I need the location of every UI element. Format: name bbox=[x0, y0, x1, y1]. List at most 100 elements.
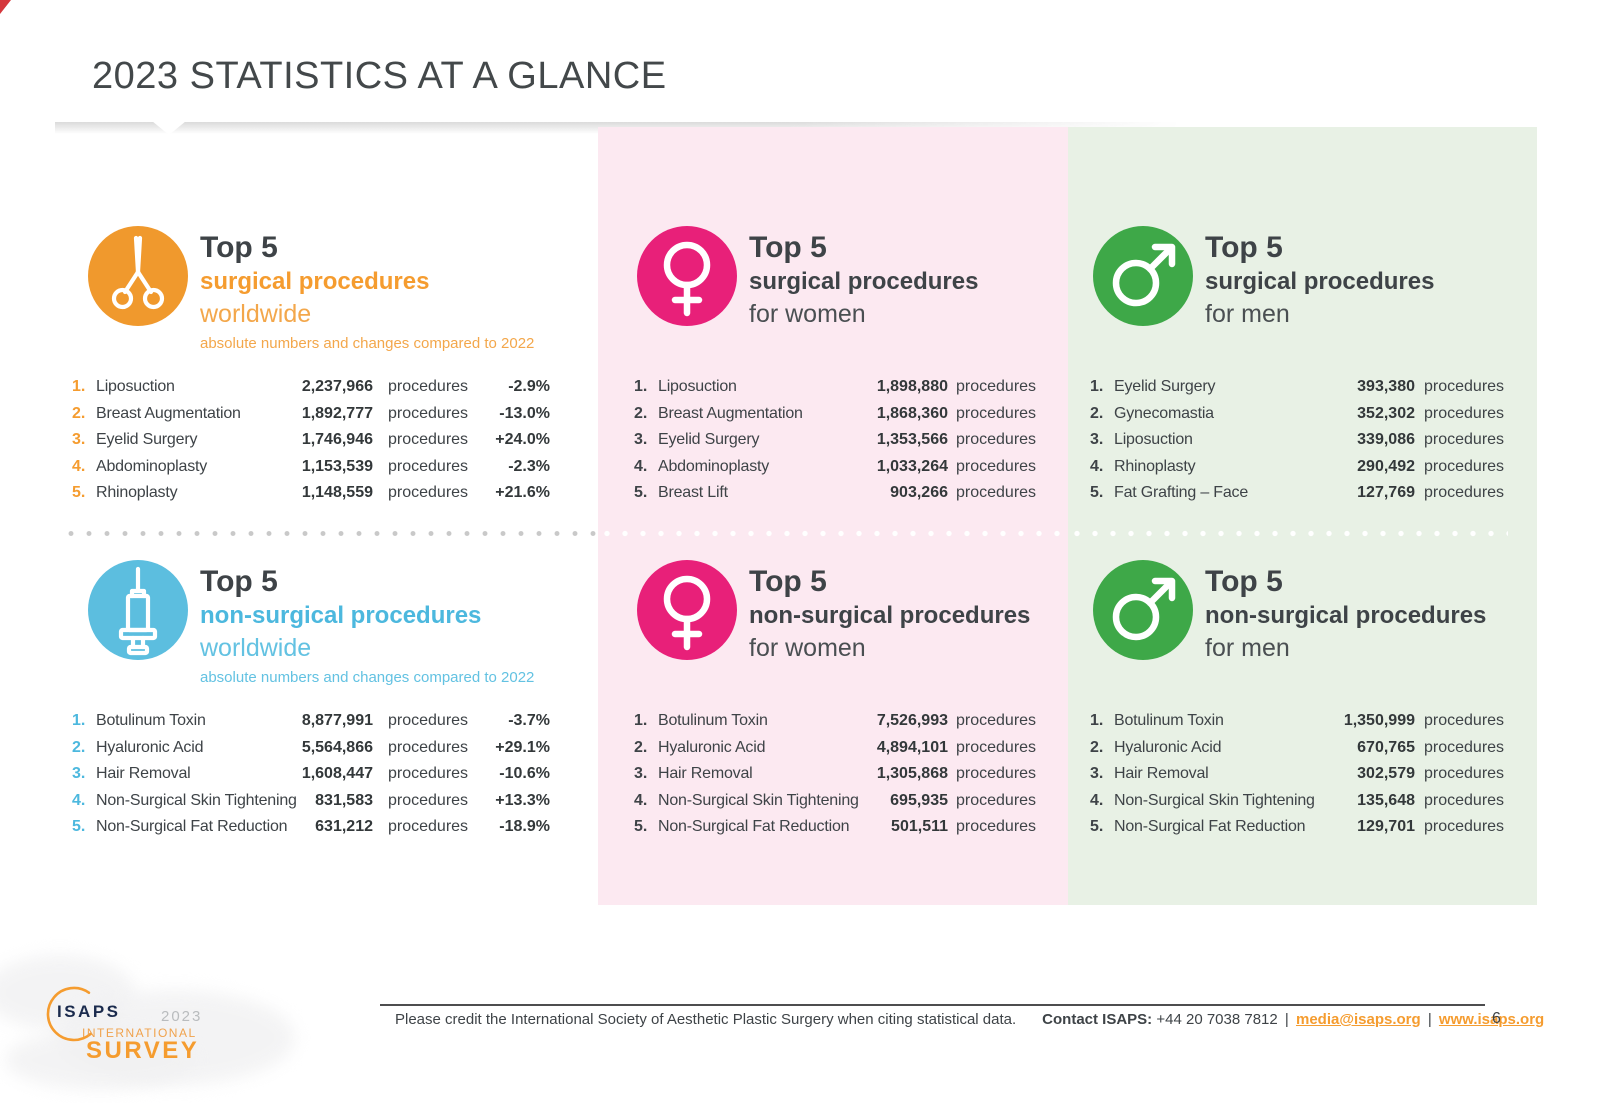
procedure-list: 1. Botulinum Toxin 8,877,991 procedures … bbox=[70, 708, 552, 841]
email-link[interactable]: media@isaps.org bbox=[1295, 1011, 1421, 1028]
procedure-unit: procedures bbox=[388, 457, 469, 475]
panel-main-label: non-surgical procedures bbox=[749, 602, 1031, 629]
procedure-value: 1,305,868 bbox=[876, 765, 948, 783]
procedure-row: 3. Eyelid Surgery 1,746,946 procedures +… bbox=[70, 427, 552, 454]
procedure-unit: procedures bbox=[388, 738, 469, 756]
logo-isaps-text: ISAPS bbox=[57, 1002, 121, 1021]
procedure-unit: procedures bbox=[388, 431, 469, 449]
female-icon bbox=[637, 226, 737, 326]
procedure-name: Eyelid Surgery bbox=[96, 431, 198, 449]
procedure-value: 1,608,447 bbox=[301, 765, 373, 783]
panel-main-label: surgical procedures bbox=[749, 268, 979, 295]
procedure-name: Breast Augmentation bbox=[658, 404, 803, 422]
panel-surgical-men: Top 5 surgical procedures for men 1. Eye… bbox=[1090, 226, 1505, 516]
procedure-row: 2. Hyaluronic Acid 670,765 procedures bbox=[1090, 735, 1504, 762]
procedure-name: Non-Surgical Skin Tightening bbox=[96, 791, 297, 809]
isaps-survey-logo: ISAPS 2023 INTERNATIONAL SURVEY bbox=[45, 984, 220, 1069]
procedure-row: 5. Fat Grafting – Face 127,769 procedure… bbox=[1090, 480, 1504, 507]
procedure-name: Eyelid Surgery bbox=[658, 431, 760, 449]
world-map-watermark bbox=[5, 1030, 195, 1090]
procedure-row: 5. Non-Surgical Fat Reduction 501,511 pr… bbox=[634, 814, 1046, 841]
procedure-unit: procedures bbox=[956, 457, 1037, 475]
rank-number: 3. bbox=[1090, 765, 1104, 783]
rank-number: 2. bbox=[72, 738, 86, 756]
procedure-row: 1. Eyelid Surgery 393,380 procedures bbox=[1090, 374, 1504, 401]
procedure-unit: procedures bbox=[1424, 404, 1505, 422]
procedure-value: 631,212 bbox=[315, 818, 373, 836]
procedure-row: 3. Hair Removal 1,305,868 procedures bbox=[634, 761, 1046, 788]
corner-accent bbox=[0, 0, 11, 14]
procedure-value: 501,511 bbox=[891, 818, 948, 836]
panel-header: Top 5 non-surgical procedures for women bbox=[634, 560, 1046, 665]
procedure-unit: procedures bbox=[956, 738, 1037, 756]
logo-international-text: INTERNATIONAL bbox=[82, 1026, 197, 1040]
panel-sub-label: for women bbox=[749, 634, 866, 662]
rank-number: 2. bbox=[634, 738, 648, 756]
rank-number: 2. bbox=[1090, 738, 1104, 756]
procedure-name: Fat Grafting – Face bbox=[1114, 484, 1249, 502]
procedure-name: Breast Augmentation bbox=[96, 404, 241, 422]
rank-number: 5. bbox=[72, 484, 86, 502]
procedure-unit: procedures bbox=[956, 484, 1037, 502]
procedure-change: +24.0% bbox=[495, 431, 550, 449]
rank-number: 1. bbox=[72, 712, 86, 729]
rank-number: 1. bbox=[72, 378, 86, 395]
procedure-name: Hyaluronic Acid bbox=[96, 738, 204, 756]
procedure-unit: procedures bbox=[388, 765, 469, 783]
procedure-unit: procedures bbox=[388, 818, 469, 836]
panel-top-label: Top 5 bbox=[749, 231, 827, 264]
rank-number: 2. bbox=[72, 404, 86, 422]
panel-sub-label: worldwide bbox=[200, 300, 312, 328]
procedure-unit: procedures bbox=[956, 791, 1037, 809]
panel-header: Top 5 surgical procedures worldwide abso… bbox=[70, 226, 552, 353]
rank-number: 1. bbox=[1090, 712, 1104, 729]
procedure-name: Botulinum Toxin bbox=[658, 712, 768, 729]
procedure-list: 1. Liposuction 2,237,966 procedures -2.9… bbox=[70, 374, 552, 507]
male-icon bbox=[1093, 226, 1193, 326]
procedure-value: 1,892,777 bbox=[301, 404, 373, 422]
rank-number: 1. bbox=[634, 378, 648, 395]
rank-number: 5. bbox=[634, 818, 648, 836]
procedure-value: 352,302 bbox=[1357, 404, 1415, 422]
rank-number: 4. bbox=[72, 791, 86, 809]
panel-note: absolute numbers and changes compared to… bbox=[200, 335, 535, 352]
procedure-value: 129,701 bbox=[1357, 818, 1415, 836]
procedure-name: Non-Surgical Skin Tightening bbox=[658, 791, 859, 809]
procedure-name: Hair Removal bbox=[1114, 765, 1209, 783]
procedure-row: 5. Rhinoplasty 1,148,559 procedures +21.… bbox=[70, 480, 552, 507]
procedure-name: Liposuction bbox=[96, 378, 175, 395]
procedure-name: Hair Removal bbox=[96, 765, 191, 783]
procedure-unit: procedures bbox=[1424, 431, 1505, 449]
procedure-row: 4. Abdominoplasty 1,033,264 procedures bbox=[634, 454, 1046, 481]
procedure-unit: procedures bbox=[956, 818, 1037, 836]
procedure-row: 1. Liposuction 2,237,966 procedures -2.9… bbox=[70, 374, 552, 401]
panel-note: absolute numbers and changes compared to… bbox=[200, 669, 535, 686]
panel-header: Top 5 surgical procedures for men bbox=[1090, 226, 1502, 331]
dotted-divider bbox=[1068, 530, 1508, 537]
procedure-name: Botulinum Toxin bbox=[1114, 712, 1224, 729]
rank-number: 1. bbox=[1090, 378, 1104, 395]
procedure-list: 1. Botulinum Toxin 7,526,993 procedures … bbox=[634, 708, 1046, 841]
title-ribbon-notch bbox=[152, 121, 186, 135]
procedure-value: 1,148,559 bbox=[301, 484, 373, 502]
rank-number: 5. bbox=[1090, 484, 1104, 502]
procedure-value: 1,153,539 bbox=[301, 457, 373, 475]
procedure-value: 127,769 bbox=[1357, 484, 1415, 502]
dotted-divider bbox=[598, 530, 1068, 537]
procedure-unit: procedures bbox=[388, 712, 469, 729]
panel-top-label: Top 5 bbox=[1205, 231, 1283, 264]
procedure-value: 8,877,991 bbox=[301, 712, 373, 729]
procedure-unit: procedures bbox=[956, 712, 1037, 729]
procedure-name: Liposuction bbox=[1114, 431, 1193, 449]
procedure-row: 4. Rhinoplasty 290,492 procedures bbox=[1090, 454, 1504, 481]
website-link[interactable]: www.isaps.org bbox=[1438, 1011, 1545, 1028]
rank-number: 3. bbox=[1090, 431, 1104, 449]
panel-sub-label: for women bbox=[749, 300, 866, 328]
procedure-value: 135,648 bbox=[1357, 791, 1415, 809]
panel-top-label: Top 5 bbox=[200, 565, 278, 598]
procedure-name: Eyelid Surgery bbox=[1114, 378, 1216, 395]
panel-surgical-worldwide: Top 5 surgical procedures worldwide abso… bbox=[70, 226, 552, 516]
procedure-value: 5,564,866 bbox=[301, 738, 373, 756]
page-number: 6 bbox=[1492, 1010, 1501, 1027]
